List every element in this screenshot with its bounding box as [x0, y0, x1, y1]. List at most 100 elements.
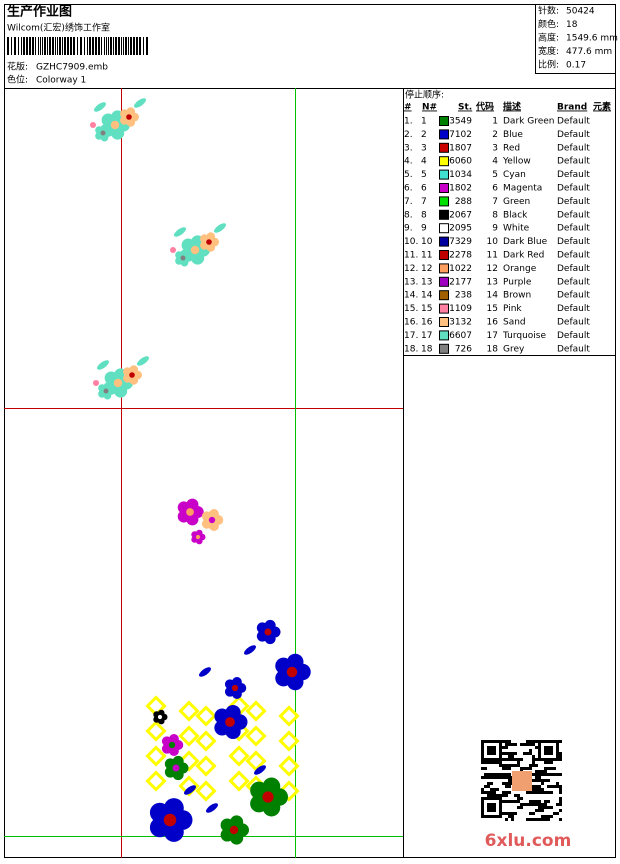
qr-cell: [508, 767, 511, 770]
bar-stripe: [113, 37, 114, 55]
colorway: Colorway 1: [36, 76, 86, 86]
qr-cell: [532, 785, 535, 788]
bar-stripe: [49, 37, 51, 55]
brand: Default: [557, 291, 590, 301]
description: Grey: [503, 344, 525, 354]
stitches: 3132: [449, 318, 472, 328]
bar-stripe: [139, 37, 141, 55]
qr-cell: [544, 818, 547, 821]
stitches: 2067: [449, 210, 472, 220]
qr-cell: [511, 755, 514, 758]
qr-cell: [535, 758, 538, 761]
bar-stripe: [11, 37, 12, 55]
leaf: [94, 102, 106, 112]
qr-cell: [493, 773, 496, 776]
qr-code: [481, 740, 562, 821]
bar-stripe: [106, 37, 107, 55]
qr-cell: [520, 803, 523, 806]
description: Blue: [503, 130, 523, 140]
qr-cell: [550, 791, 553, 794]
flower-center: [113, 378, 123, 388]
bar-stripe: [110, 37, 112, 55]
row-index: 9.: [404, 224, 413, 234]
bar-stripe: [108, 37, 109, 55]
qr-cell: [484, 791, 487, 794]
lattice: [228, 745, 250, 767]
needle: 8: [421, 210, 427, 220]
qr-cell: [514, 800, 517, 803]
qr-cell: [508, 755, 511, 758]
petal: [157, 709, 165, 717]
color-swatch: [439, 183, 449, 193]
bar-stripe: [118, 37, 120, 55]
qr-cell: [538, 791, 541, 794]
qr-cell: [508, 782, 511, 785]
leaf: [244, 645, 256, 655]
qr-cell: [529, 764, 532, 767]
brand: Default: [557, 117, 590, 127]
qr-cell: [493, 791, 496, 794]
bar-stripe: [98, 37, 100, 55]
qr-cell: [487, 782, 490, 785]
qr-cell: [517, 800, 520, 803]
qr-cell: [505, 782, 508, 785]
needle: 11: [421, 251, 432, 261]
code: 6: [492, 184, 498, 194]
lattice: [178, 725, 200, 747]
qr-cell: [505, 818, 508, 821]
qr-cell: [544, 779, 547, 782]
barcode: [7, 37, 148, 55]
qr-cell: [508, 812, 511, 815]
needle: 14: [421, 291, 433, 301]
leaf: [254, 765, 266, 775]
embroidery-preview: [90, 98, 311, 845]
qr-cell: [550, 815, 553, 818]
lattice: [145, 745, 167, 767]
stitches: 726: [455, 344, 472, 354]
qr-cell: [487, 761, 490, 764]
qr-cell: [535, 800, 538, 803]
qr-cell: [550, 767, 553, 770]
qr-cell: [502, 746, 505, 749]
description: Brown: [503, 291, 531, 301]
brand: Default: [557, 237, 590, 247]
lattice: [195, 780, 217, 802]
qr-cell: [526, 743, 529, 746]
brand: Default: [557, 277, 590, 287]
stitches: 3549: [449, 117, 472, 127]
stitches: 238: [455, 291, 472, 301]
qr-cell: [547, 761, 550, 764]
row-index: 13.: [404, 277, 418, 287]
needle: 16: [421, 318, 433, 328]
qr-cell: [550, 761, 553, 764]
color-swatch: [439, 303, 449, 314]
needle: 18: [421, 344, 433, 354]
petal: [129, 365, 139, 375]
bar-stripe: [77, 37, 78, 55]
flower-center: [180, 255, 186, 261]
qr-cell: [532, 803, 535, 806]
qr-cell: [487, 785, 490, 788]
qr-cell: [547, 800, 550, 803]
bar-stripe: [35, 37, 36, 55]
qr-cell: [544, 761, 547, 764]
code: 5: [492, 170, 498, 180]
bar-stripe: [84, 37, 85, 55]
qr-cell: [508, 776, 511, 779]
brand: Default: [557, 184, 590, 194]
bar-stripe: [146, 37, 148, 55]
brand: Default: [557, 157, 590, 167]
qr-cell: [541, 803, 544, 806]
qr-cell: [526, 803, 529, 806]
qr-cell: [520, 797, 523, 800]
qr-cell: [502, 740, 505, 743]
qr-cell: [505, 752, 508, 755]
qr-cell: [514, 758, 517, 761]
brand: Default: [557, 170, 590, 180]
stitches: 7329: [449, 237, 472, 247]
color-swatch: [439, 223, 449, 234]
description: Orange: [503, 264, 537, 274]
lattice: [195, 730, 217, 752]
row-index: 18.: [404, 344, 418, 354]
stat-label: 比例:: [538, 59, 559, 71]
